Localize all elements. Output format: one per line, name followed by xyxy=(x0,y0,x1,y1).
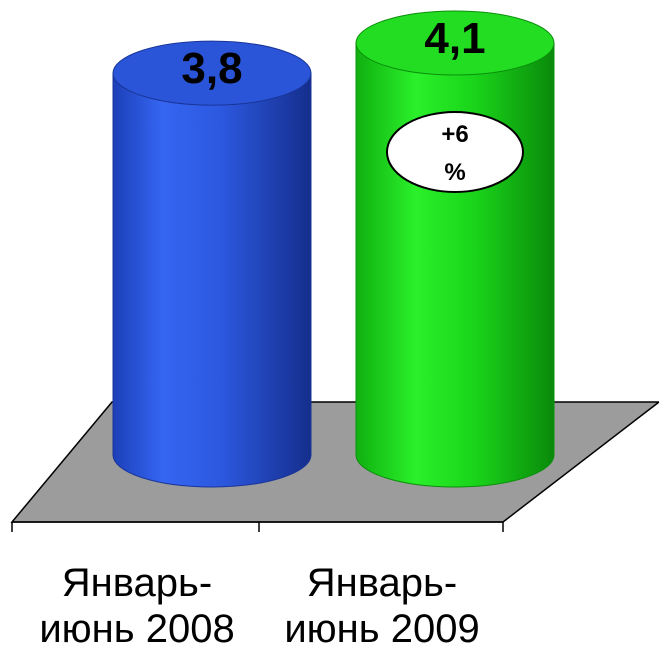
bars-group: 3,8 4,1 +6% xyxy=(112,10,555,488)
data-label-2: 4,1 xyxy=(424,14,485,63)
bar-2 xyxy=(355,42,555,488)
x-tick-label-2009: Январь- июнь 2009 xyxy=(262,560,502,652)
bar-2-top xyxy=(355,10,555,76)
x-tick-label-line: Январь- xyxy=(306,561,458,605)
change-bubble-line1: +6 xyxy=(441,121,468,148)
change-bubble xyxy=(386,111,524,193)
x-tick-label-line: Январь- xyxy=(61,561,213,605)
data-label-1: 3,8 xyxy=(181,44,242,93)
x-tick-label-line: июнь 2009 xyxy=(284,607,480,651)
change-bubble-line2: % xyxy=(444,159,465,186)
chart-floor xyxy=(10,401,659,523)
x-tick-label-2008: Январь- июнь 2008 xyxy=(17,560,257,652)
bar-1-top xyxy=(112,40,312,106)
x-tick-label-line: июнь 2008 xyxy=(39,607,235,651)
bar-1 xyxy=(112,72,312,488)
